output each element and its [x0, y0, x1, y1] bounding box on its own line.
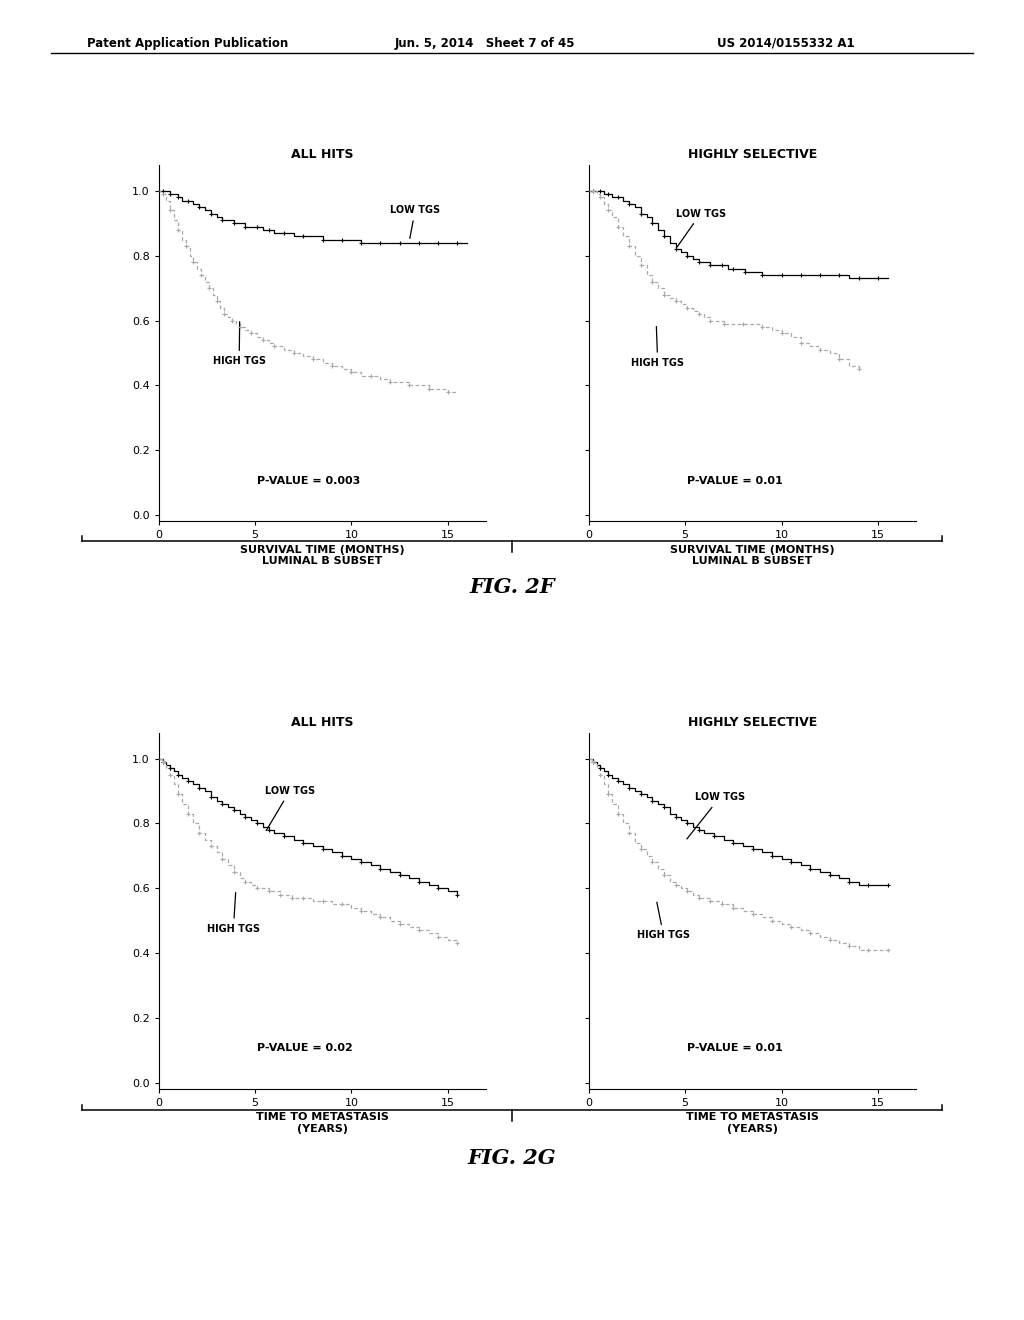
Text: P-VALUE = 0.02: P-VALUE = 0.02: [257, 1043, 353, 1053]
Title: ALL HITS: ALL HITS: [291, 148, 354, 161]
Text: LOW TGS: LOW TGS: [687, 792, 744, 840]
X-axis label: SURVIVAL TIME (MONTHS)
LUMINAL B SUBSET: SURVIVAL TIME (MONTHS) LUMINAL B SUBSET: [671, 545, 835, 566]
Text: FIG. 2F: FIG. 2F: [469, 577, 555, 598]
Text: LOW TGS: LOW TGS: [676, 209, 726, 247]
Text: LOW TGS: LOW TGS: [265, 785, 314, 830]
Text: US 2014/0155332 A1: US 2014/0155332 A1: [717, 37, 854, 50]
Text: Patent Application Publication: Patent Application Publication: [87, 37, 289, 50]
Title: ALL HITS: ALL HITS: [291, 715, 354, 729]
Text: P-VALUE = 0.01: P-VALUE = 0.01: [687, 475, 783, 486]
Text: HIGH TGS: HIGH TGS: [207, 892, 260, 933]
Text: Jun. 5, 2014   Sheet 7 of 45: Jun. 5, 2014 Sheet 7 of 45: [394, 37, 574, 50]
X-axis label: TIME TO METASTASIS
(YEARS): TIME TO METASTASIS (YEARS): [256, 1113, 389, 1134]
Text: P-VALUE = 0.01: P-VALUE = 0.01: [687, 1043, 783, 1053]
Title: HIGHLY SELECTIVE: HIGHLY SELECTIVE: [688, 148, 817, 161]
Text: FIG. 2G: FIG. 2G: [468, 1147, 556, 1168]
X-axis label: SURVIVAL TIME (MONTHS)
LUMINAL B SUBSET: SURVIVAL TIME (MONTHS) LUMINAL B SUBSET: [241, 545, 404, 566]
X-axis label: TIME TO METASTASIS
(YEARS): TIME TO METASTASIS (YEARS): [686, 1113, 819, 1134]
Text: HIGH TGS: HIGH TGS: [637, 902, 690, 940]
Text: HIGH TGS: HIGH TGS: [631, 326, 684, 368]
Text: HIGH TGS: HIGH TGS: [213, 322, 265, 366]
Text: P-VALUE = 0.003: P-VALUE = 0.003: [257, 475, 360, 486]
Title: HIGHLY SELECTIVE: HIGHLY SELECTIVE: [688, 715, 817, 729]
Text: LOW TGS: LOW TGS: [390, 206, 440, 239]
